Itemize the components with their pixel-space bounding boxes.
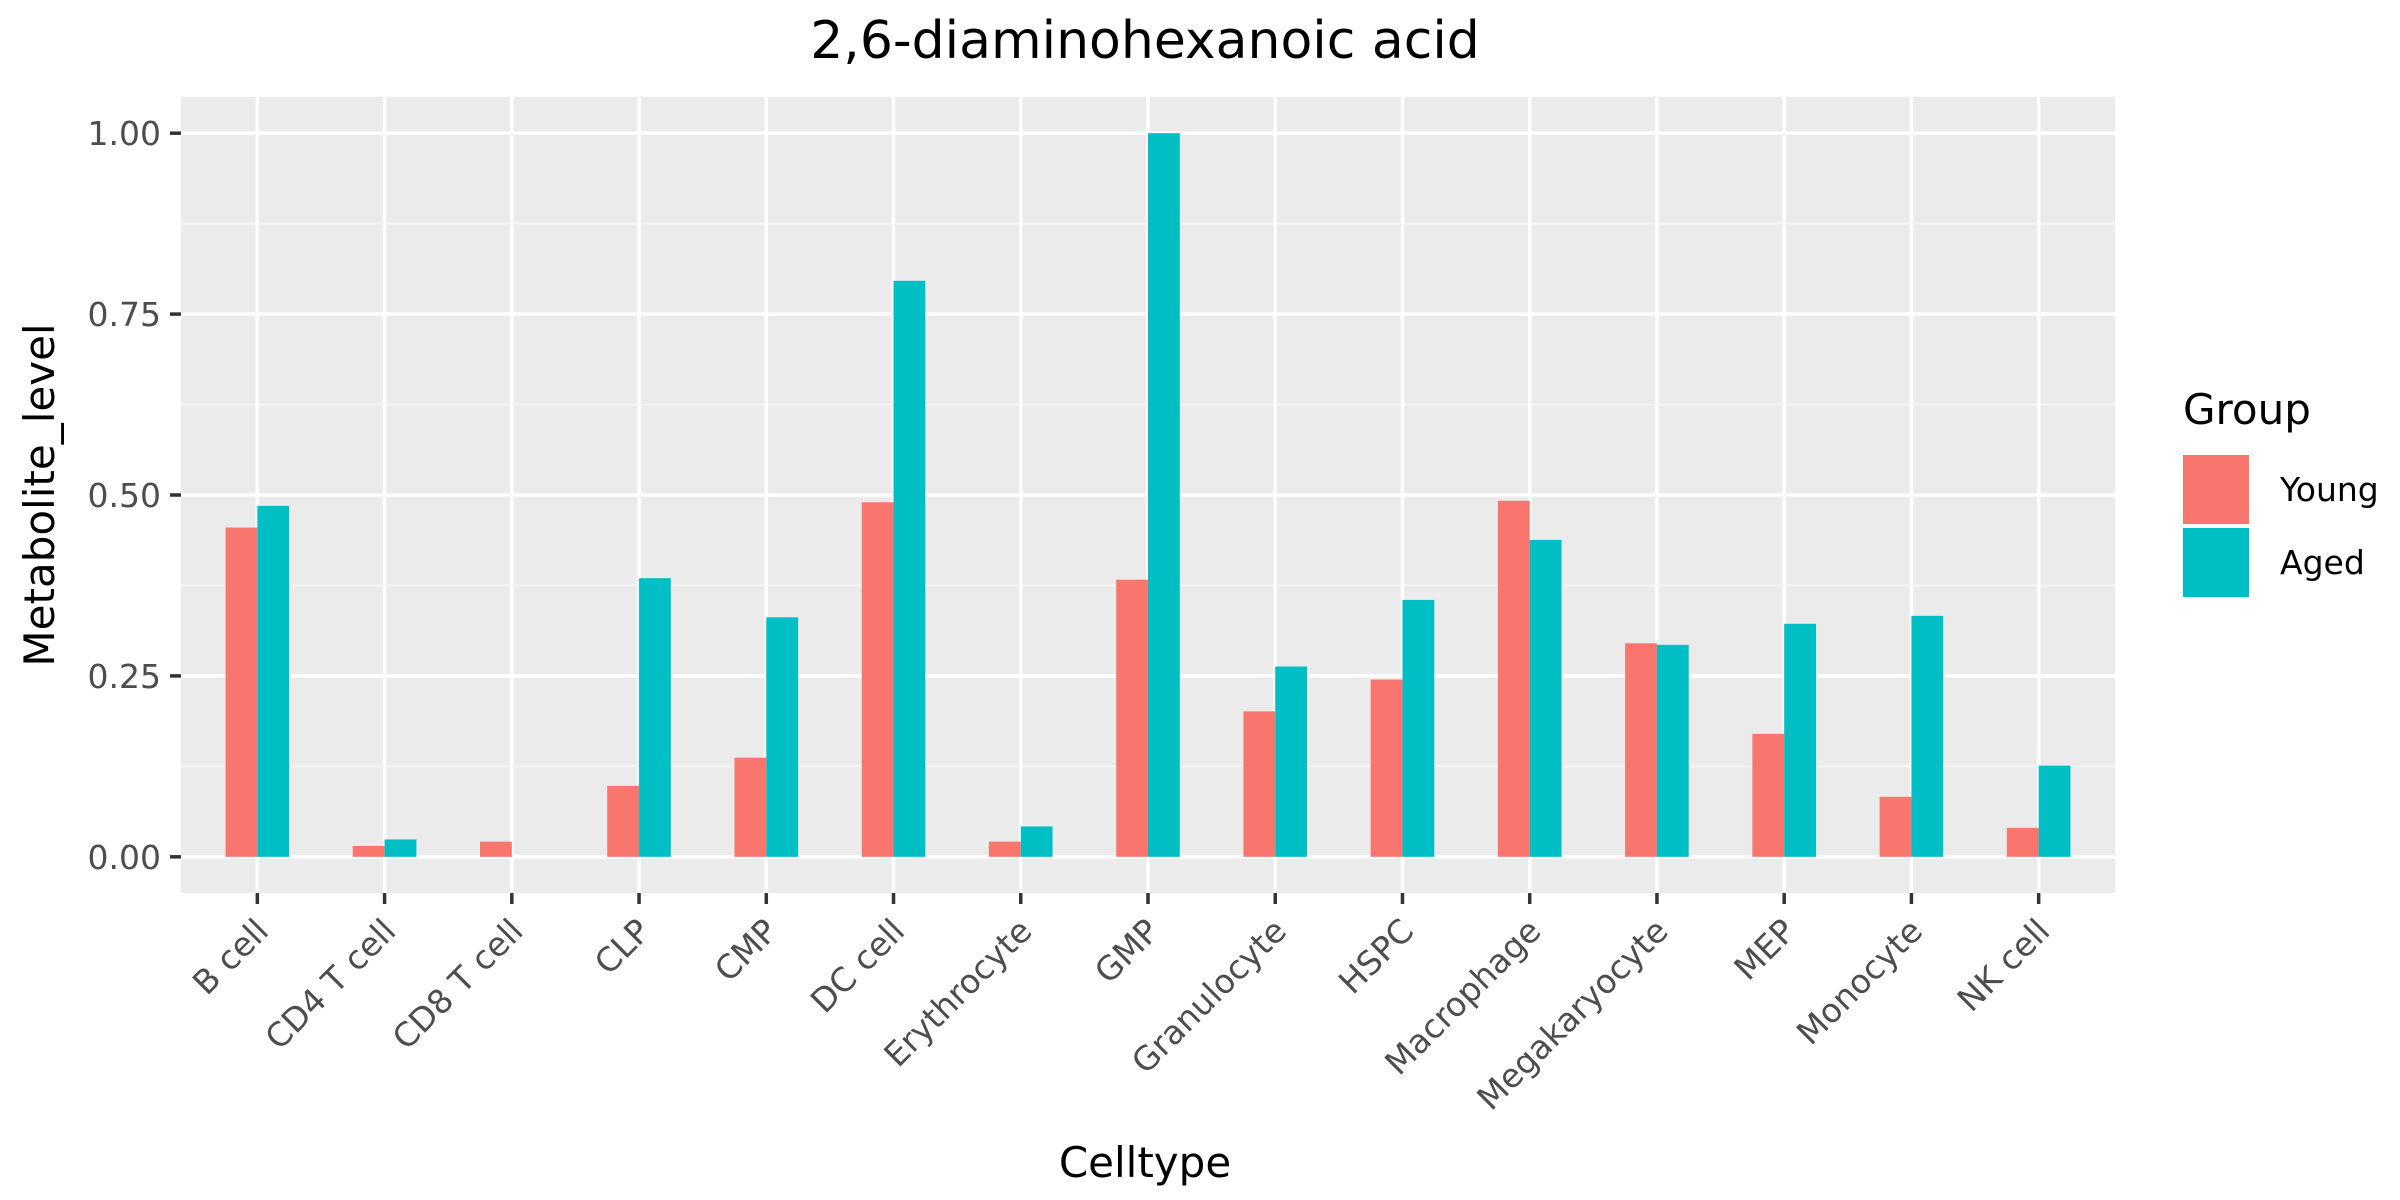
bar-aged [639, 578, 671, 857]
bar-aged [1784, 623, 1816, 857]
legend: Group Young Aged [2183, 385, 2379, 597]
bar-young [1752, 733, 1785, 857]
bar-aged [384, 839, 417, 857]
y-tick-label: 0.50 [88, 476, 161, 515]
bar-young [861, 502, 894, 857]
x-tick-label: MEP [1726, 911, 1803, 988]
y-axis-title: Metabolite_level [15, 323, 64, 666]
x-tick-label: CD8 T cell [385, 911, 531, 1057]
bar-aged [1020, 826, 1053, 857]
legend-label-aged: Aged [2280, 543, 2365, 582]
bar-aged [766, 617, 799, 857]
bar-young [1497, 500, 1530, 857]
chart-title: 2,6-diaminohexanoic acid [810, 11, 1480, 71]
bar-young [1116, 579, 1148, 857]
bar-aged [1911, 615, 1944, 857]
bar-young [1370, 679, 1403, 857]
x-tick-label: CLP [587, 911, 658, 982]
x-tick-label: NK cell [1949, 911, 2057, 1019]
bar-young [1243, 711, 1276, 857]
x-tick-label: B cell [185, 911, 276, 1002]
bar-young [225, 527, 258, 857]
legend-title: Group [2183, 385, 2311, 434]
legend-key-aged [2183, 528, 2249, 597]
bar-aged [2038, 765, 2071, 857]
bar-aged [1529, 539, 1562, 857]
bar-young [988, 841, 1021, 857]
legend-key-young [2183, 455, 2249, 524]
bar-aged [1275, 666, 1308, 857]
y-tick-label: 0.00 [88, 838, 161, 877]
x-tick-label: HSPC [1331, 911, 1421, 1001]
bars [225, 133, 2071, 857]
bar-young [352, 845, 385, 857]
bar-aged [257, 505, 290, 857]
legend-label-young: Young [2279, 470, 2379, 509]
bar-young [734, 757, 767, 857]
x-axis-title: Celltype [1059, 1138, 1231, 1187]
x-tick-label: CMP [707, 911, 785, 989]
x-tick-label: CD4 T cell [257, 911, 403, 1057]
bar-young [2006, 827, 2039, 857]
y-tick-label: 0.25 [88, 657, 161, 696]
bar-young [1625, 643, 1657, 857]
x-tick-label: GMP [1087, 911, 1167, 991]
y-tick-label: 0.75 [88, 295, 161, 334]
y-axis: 0.00 0.25 0.50 0.75 1.00 [88, 114, 181, 877]
bar-young [1879, 796, 1912, 857]
bar-aged [1656, 644, 1689, 857]
y-tick-label: 1.00 [88, 114, 161, 153]
bar-young [480, 841, 512, 857]
bar-aged [1148, 133, 1180, 857]
bar-aged [1402, 599, 1435, 857]
x-tick-label: DC cell [803, 911, 912, 1020]
bar-aged [893, 280, 926, 857]
x-tick-label: Monocyte [1789, 911, 1930, 1052]
bar-young [607, 785, 640, 857]
